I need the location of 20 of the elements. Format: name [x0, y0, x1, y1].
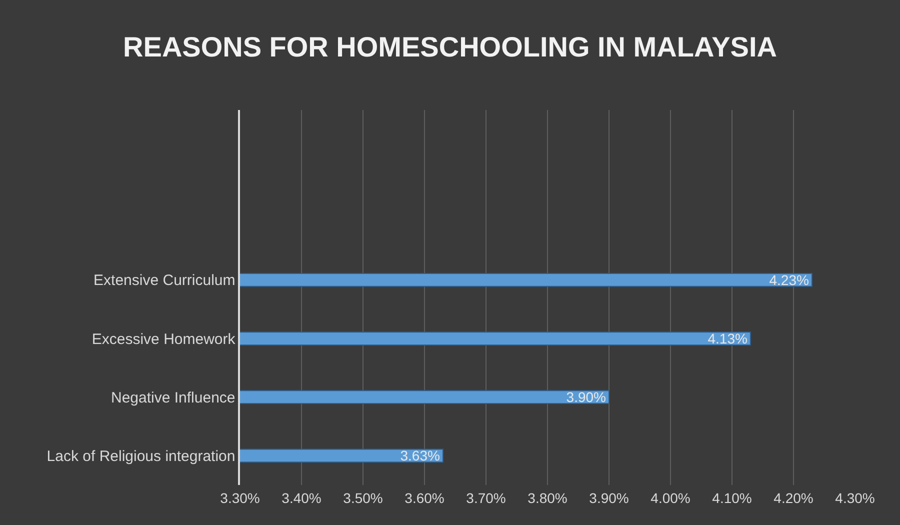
x-tick-label: 3.50%	[343, 490, 383, 506]
x-tick-label: 3.40%	[282, 490, 322, 506]
data-label: 4.13%	[708, 330, 748, 347]
y-tick-label: Lack of Religious integration	[46, 448, 236, 465]
x-tick-label: 4.00%	[650, 490, 690, 506]
y-tick-label: Extensive Curriculum	[94, 272, 236, 290]
data-label: 4.23%	[769, 272, 809, 288]
x-tick-label: 4.20%	[774, 490, 814, 506]
data-label: 3.90%	[566, 389, 606, 406]
x-tick-label: 3.70%	[466, 490, 506, 506]
y-tick-label: Negative Influence	[111, 389, 236, 406]
x-tick-label: 3.80%	[528, 490, 568, 506]
x-tick-label: 3.90%	[589, 490, 629, 506]
data-label: 3.63%	[400, 448, 440, 464]
x-tick-label: 4.30%	[835, 490, 875, 506]
y-tick-label: Excessive Homework	[92, 330, 236, 348]
x-tick-label: 3.30%	[220, 490, 260, 506]
x-tick-label: 4.10%	[712, 490, 752, 506]
chart-title: REASONS FOR HOMESCHOOLING IN MALAYSIA	[123, 31, 777, 62]
x-tick-label: 3.60%	[404, 490, 444, 506]
